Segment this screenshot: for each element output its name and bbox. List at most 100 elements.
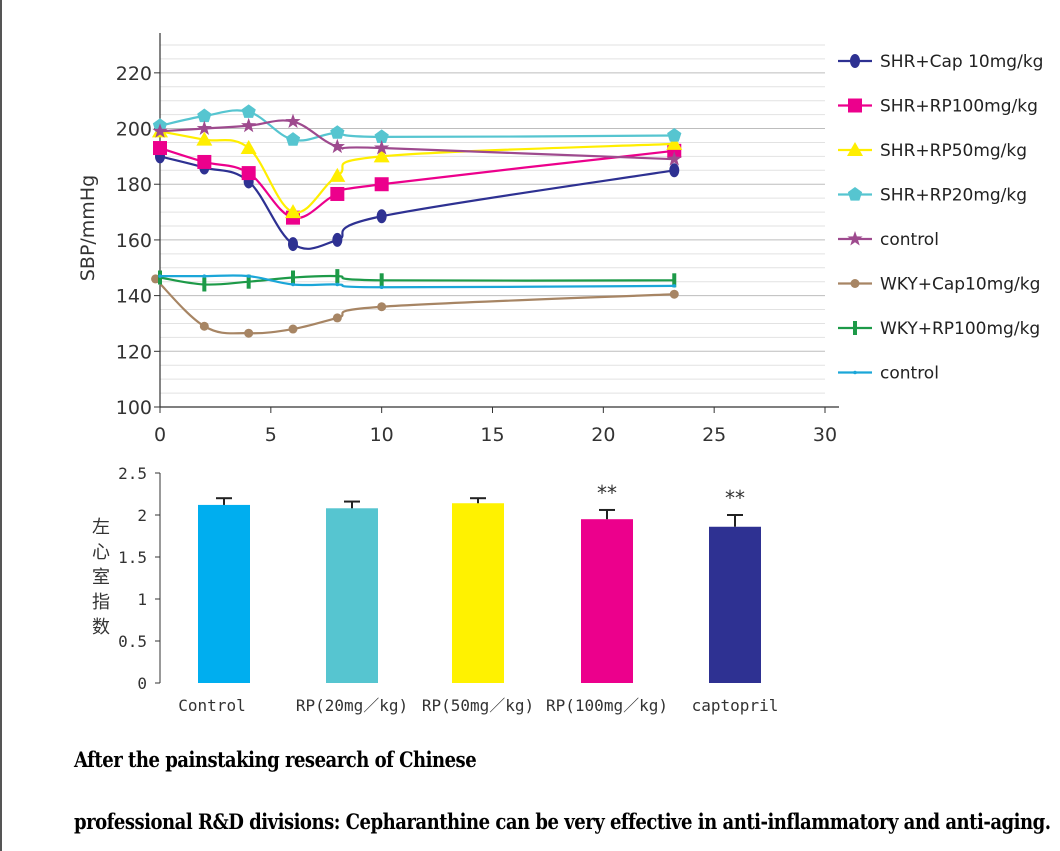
data-point-marker — [376, 209, 387, 224]
data-point-marker — [669, 289, 679, 299]
data-point-marker — [244, 328, 254, 338]
data-point-marker — [379, 285, 384, 290]
bar-4 — [709, 526, 761, 683]
data-point-marker — [329, 167, 346, 182]
legend-label: SHR+RP50mg/kg — [880, 141, 1027, 161]
data-point-marker — [335, 269, 340, 284]
data-point-marker — [374, 140, 390, 155]
series-line-2 — [159, 130, 675, 214]
y-tick-label: 100 — [116, 397, 152, 419]
y-tick-label: 1 — [137, 590, 147, 609]
y-tick-label: 1.5 — [118, 548, 147, 567]
data-point-marker — [241, 117, 257, 133]
y-axis-title: SBP/mmHg — [77, 175, 99, 281]
data-point-marker — [288, 324, 298, 334]
data-point-marker — [672, 273, 677, 288]
caption-line-2: professional R&D divisions: Cepharanthin… — [74, 809, 1051, 834]
y-axis-title-char: 数 — [92, 617, 110, 638]
data-point-marker — [285, 132, 301, 146]
data-point-marker — [199, 321, 209, 331]
page-left-rule — [0, 0, 2, 851]
series-line-4 — [159, 119, 675, 161]
y-tick-label: 0 — [137, 674, 147, 693]
series-line-6 — [159, 274, 675, 286]
data-point-marker — [151, 274, 161, 284]
legend-label: SHR+Cap 10mg/kg — [880, 52, 1043, 72]
data-point-marker — [285, 113, 301, 129]
data-point-marker — [291, 270, 295, 285]
y-tick-label: 0.5 — [118, 632, 147, 651]
caption-line-1: After the painstaking research of Chines… — [74, 747, 477, 772]
x-tick-label: 0 — [154, 424, 166, 446]
x-tick-label: 15 — [480, 424, 504, 446]
category-label: RP(20mg／kg) — [296, 696, 408, 715]
legend-label: SHR+RP20mg/kg — [880, 186, 1027, 206]
legend-marker — [848, 98, 862, 113]
legend-label: WKY+RP100mg/kg — [880, 319, 1040, 339]
data-point-marker — [241, 104, 256, 118]
y-axis-title-char: 室 — [92, 567, 110, 588]
data-point-marker — [672, 284, 677, 288]
data-point-marker — [158, 274, 162, 278]
legend-marker — [847, 231, 863, 246]
category-label: RP(50mg／kg) — [422, 696, 534, 715]
legend-marker — [853, 321, 857, 335]
legend-marker — [853, 370, 857, 375]
data-point-marker — [196, 120, 212, 136]
data-point-marker — [202, 274, 207, 278]
data-point-marker — [329, 138, 345, 154]
y-tick-label: 220 — [116, 63, 152, 85]
x-tick-label: 20 — [591, 424, 615, 446]
data-point-marker — [202, 277, 207, 292]
data-point-marker — [335, 282, 340, 287]
legend-marker — [847, 142, 863, 156]
data-point-marker — [332, 232, 343, 247]
data-point-marker — [377, 302, 387, 312]
data-point-marker — [373, 148, 390, 163]
y-tick-label: 140 — [116, 286, 152, 308]
data-point-marker — [240, 140, 257, 155]
data-point-marker — [666, 151, 682, 166]
legend-marker — [850, 279, 860, 288]
x-tick-label: 5 — [265, 424, 277, 446]
legend-marker — [850, 54, 860, 68]
sbp-line-chart: 100 120 140 160 180 200 220 0 5 10 15 20 25 30 SBP/mmH… — [77, 33, 1043, 446]
data-point-marker — [246, 274, 251, 289]
x-tick-label: 30 — [813, 424, 837, 446]
bar-2 — [452, 503, 504, 683]
data-point-marker — [374, 177, 389, 192]
data-point-marker — [246, 274, 251, 278]
y-tick-label: 2.5 — [118, 464, 147, 483]
x-tick-label: 10 — [370, 424, 394, 446]
bar-0 — [198, 504, 250, 683]
y-axis-title-char: 左 — [92, 517, 110, 538]
significance-label: ** — [725, 486, 745, 510]
data-point-marker — [197, 108, 212, 123]
series-line-1 — [159, 146, 675, 220]
data-point-marker — [330, 125, 345, 139]
legend-label: SHR+RP100mg/kg — [880, 97, 1038, 117]
y-tick-label: 200 — [116, 119, 152, 141]
y-tick-label: 120 — [116, 341, 152, 363]
data-point-marker — [152, 123, 168, 138]
data-point-marker — [153, 141, 167, 156]
data-point-marker — [241, 166, 256, 181]
legend-label: control — [880, 364, 939, 384]
category-label: captopril — [692, 696, 779, 715]
data-point-marker — [666, 135, 683, 150]
category-label: RP(100mg／kg) — [546, 696, 668, 715]
y-tick-label: 180 — [116, 174, 152, 196]
x-tick-label: 25 — [702, 424, 726, 446]
data-point-marker — [288, 237, 298, 252]
category-label: Control — [178, 696, 245, 715]
y-tick-label: 160 — [116, 230, 152, 252]
legend-label: control — [880, 230, 939, 250]
data-point-marker — [291, 282, 295, 287]
significance-label: ** — [597, 481, 617, 505]
series-line-0 — [159, 155, 675, 250]
y-axis-title-char: 心 — [92, 542, 110, 563]
y-axis-title-char: 指 — [92, 592, 110, 613]
bar-3 — [581, 519, 633, 683]
data-point-marker — [374, 129, 389, 143]
